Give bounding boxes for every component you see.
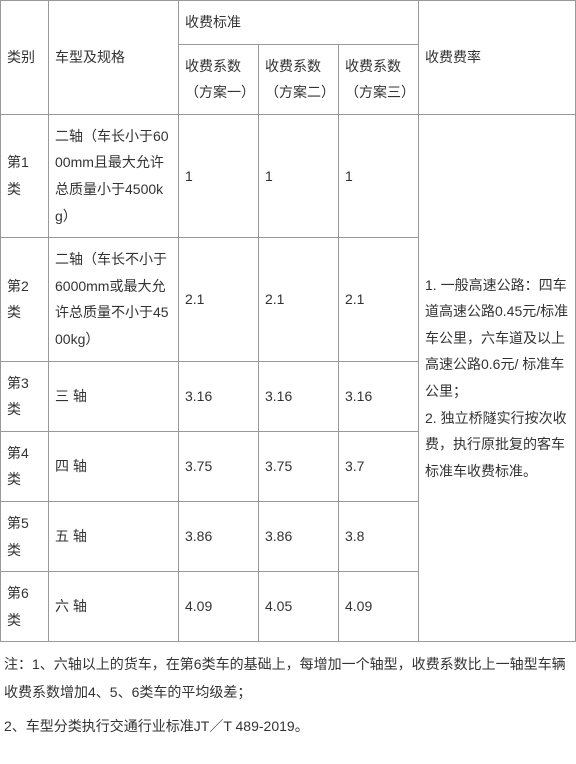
cell-spec: 五 轴 [49, 501, 179, 571]
cell-p2: 4.05 [259, 572, 339, 642]
header-spec: 车型及规格 [49, 1, 179, 115]
cell-p2: 2.1 [259, 238, 339, 361]
cell-p2: 3.75 [259, 431, 339, 501]
note-2: 2、车型分类执行交通行业标准JT／T 489-2019。 [4, 712, 572, 740]
cell-spec: 二轴（车长小于6000mm且最大允许总质量小于4500kg） [49, 114, 179, 237]
cell-spec: 四 轴 [49, 431, 179, 501]
cell-p1: 3.16 [179, 361, 259, 431]
cell-spec: 三 轴 [49, 361, 179, 431]
note-1: 注：1、六轴以上的货车，在第6类车的基础上，每增加一个轴型，收费系数比上一轴型车… [4, 650, 572, 706]
cell-spec: 二轴（车长不小于6000mm或最大允许总质量不小于4500kg） [49, 238, 179, 361]
header-plan1: 收费系数（方案一） [179, 44, 259, 114]
cell-cat: 第1类 [1, 114, 49, 237]
cell-p3: 2.1 [339, 238, 419, 361]
cell-p1: 2.1 [179, 238, 259, 361]
table-row: 第1类 二轴（车长小于6000mm且最大允许总质量小于4500kg） 1 1 1… [1, 114, 576, 237]
cell-p2: 1 [259, 114, 339, 237]
cell-rate: 1. 一般高速公路：四车道高速公路0.45元/标准车公里，六车道及以上高速公路0… [419, 114, 576, 642]
cell-p2: 3.16 [259, 361, 339, 431]
cell-p3: 3.16 [339, 361, 419, 431]
cell-p3: 1 [339, 114, 419, 237]
cell-p1: 4.09 [179, 572, 259, 642]
cell-cat: 第2类 [1, 238, 49, 361]
cell-cat: 第5类 [1, 501, 49, 571]
cell-cat: 第4类 [1, 431, 49, 501]
cell-p3: 4.09 [339, 572, 419, 642]
cell-cat: 第3类 [1, 361, 49, 431]
header-plan2: 收费系数（方案二） [259, 44, 339, 114]
table-notes: 注：1、六轴以上的货车，在第6类车的基础上，每增加一个轴型，收费系数比上一轴型车… [0, 642, 576, 754]
cell-p1: 3.86 [179, 501, 259, 571]
cell-cat: 第6类 [1, 572, 49, 642]
header-standard: 收费标准 [179, 1, 419, 45]
cell-p3: 3.8 [339, 501, 419, 571]
header-plan3: 收费系数（方案三） [339, 44, 419, 114]
header-category: 类别 [1, 1, 49, 115]
cell-spec: 六 轴 [49, 572, 179, 642]
toll-standard-table: 类别 车型及规格 收费标准 收费费率 收费系数（方案一） 收费系数（方案二） 收… [0, 0, 576, 642]
cell-p1: 1 [179, 114, 259, 237]
cell-p3: 3.7 [339, 431, 419, 501]
cell-p2: 3.86 [259, 501, 339, 571]
header-rate: 收费费率 [419, 1, 576, 115]
cell-p1: 3.75 [179, 431, 259, 501]
